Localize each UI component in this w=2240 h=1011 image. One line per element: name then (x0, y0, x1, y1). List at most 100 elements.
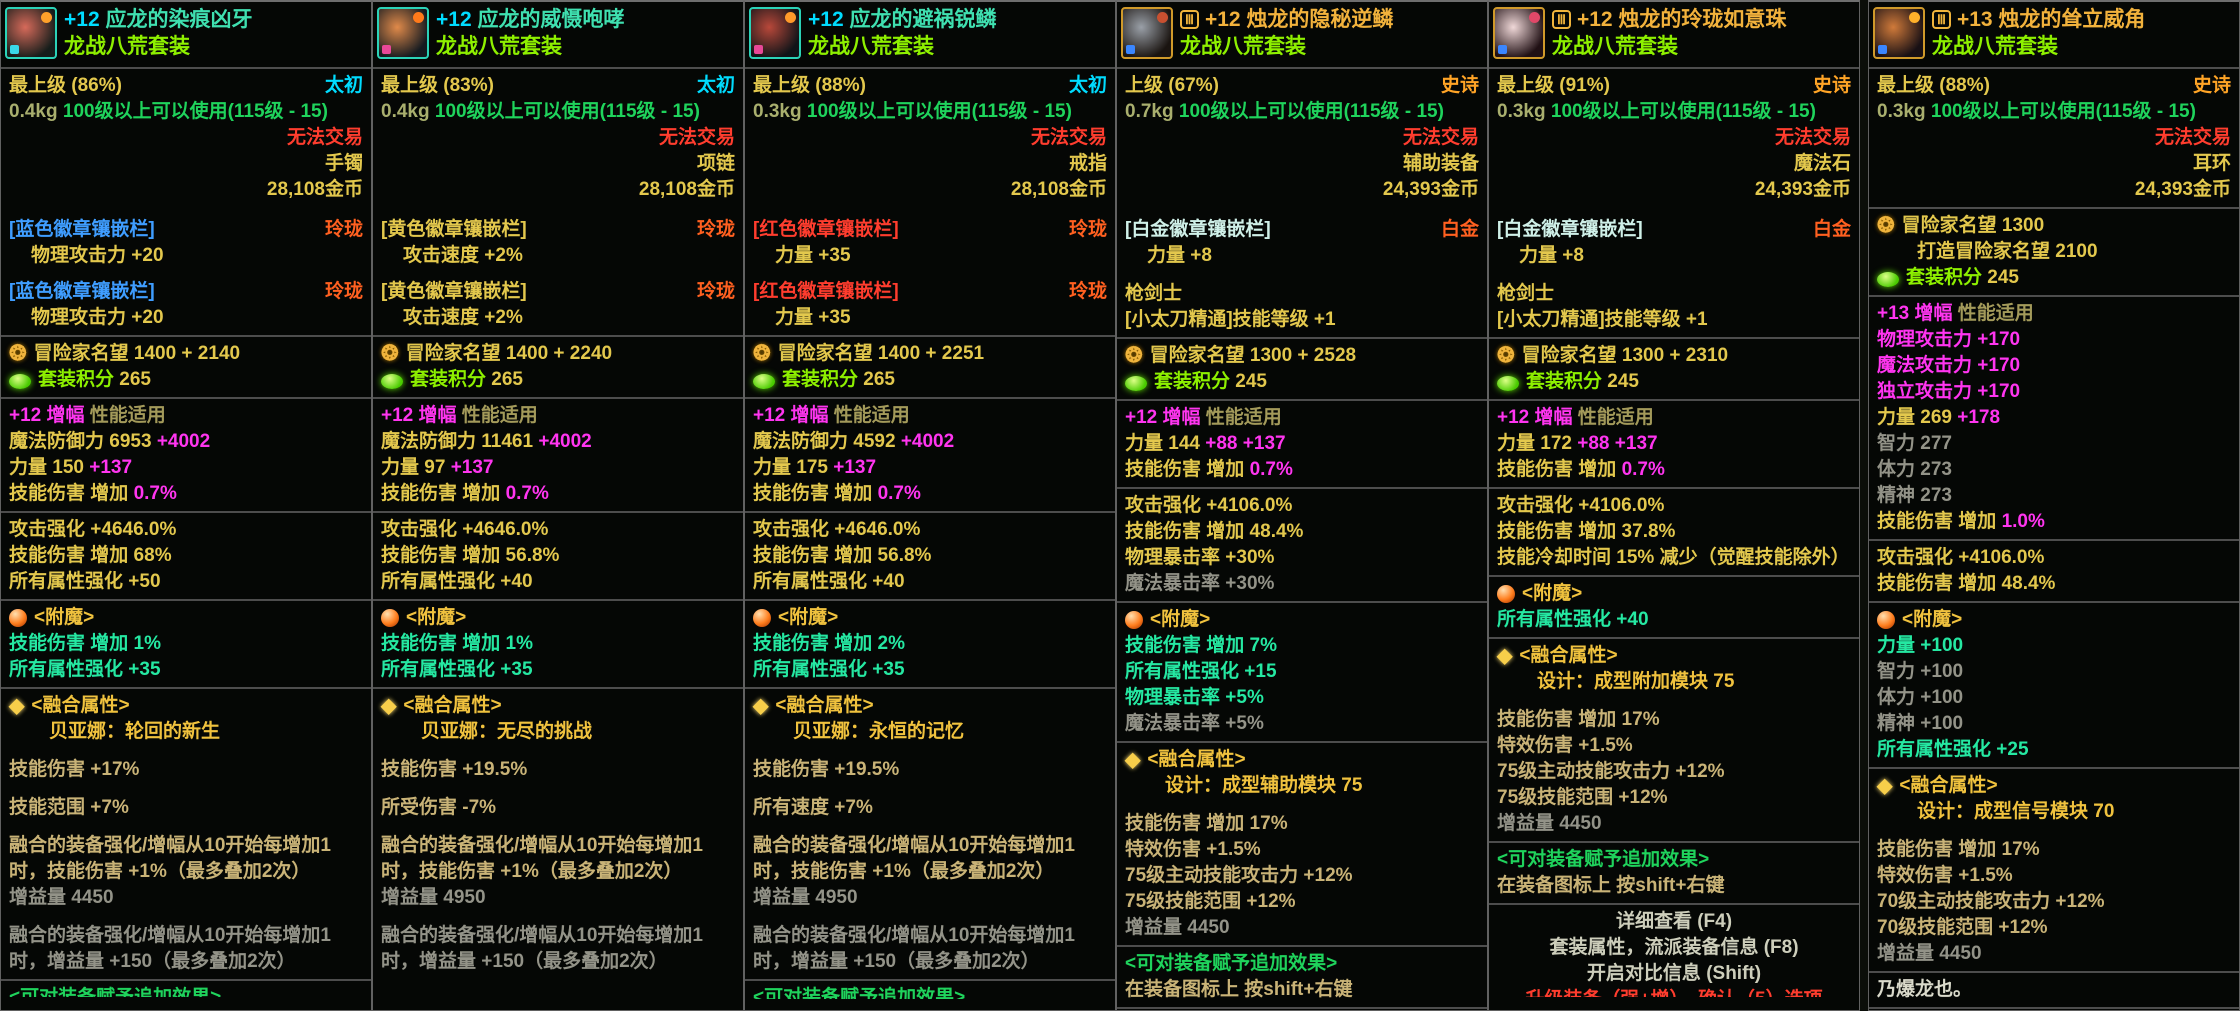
text-segment: 魔法暴击率 +30% (1125, 573, 1275, 594)
row-left: 增益量 4950 (753, 885, 858, 911)
item-tooltip-panel: Ⅲ +12 烛龙的隐秘逆鳞 龙战八荒套装 上级 (67%) 史诗 0.7kg 100级以上… (1116, 0, 1488, 1011)
text-segment: 攻击强化 +4106.0% (1125, 495, 1293, 516)
divider (1869, 601, 2239, 603)
row-left: 精神 273 (1877, 483, 1952, 509)
fame-icon: ❂ (9, 342, 27, 365)
row-left: <融合属性> (31, 693, 129, 719)
row-left: 魔法防御力 6953 +4002 (9, 429, 210, 455)
text-segment: 手镯 (324, 153, 363, 174)
grade-row: 最上级 (88%) 史诗 (1869, 73, 2239, 99)
stat-row: 所有速度 +7% (745, 795, 1115, 821)
stat-row: 技能伤害 增加 2% (745, 631, 1115, 657)
text-segment: 套装积分 (410, 369, 492, 390)
text-segment: 性能适用 (1577, 407, 1654, 428)
text-segment: 100级以上可以使用(115级 - 15) (1925, 101, 2196, 122)
divider (1489, 337, 1859, 339)
text-segment: 上级 (67%) (1125, 75, 1219, 96)
row-left: 70级技能范围 +12% (1877, 915, 2048, 941)
stat-row: 增益量 4450 (1, 885, 371, 911)
amplify-row: +12 增幅 性能适用 (1117, 405, 1487, 431)
text-segment: 技能伤害 增加 48.4% (1125, 521, 1304, 542)
text-segment: 套装积分 (782, 369, 864, 390)
row-left: 魔法暴击率 +5% (1125, 711, 1264, 737)
row-left: 力量 +100 (1877, 633, 1963, 659)
spacer (1, 783, 371, 795)
text-segment: +12 增幅 (1497, 407, 1578, 428)
fusion-name: 设计：成型信号模块 70 (1869, 799, 2239, 825)
row-right: 白金 (1803, 217, 1851, 243)
spacer (1, 911, 371, 923)
row-left: 冒险家名望 1400 + 2140 (34, 341, 240, 367)
item-tooltip-panel: +12 应龙的染痕凶牙 龙战八荒套装 最上级 (86%) 太初 0.4kg 100级以上… (0, 0, 372, 1011)
divider (1117, 67, 1487, 69)
enhance-level: +12 (436, 8, 478, 31)
text-segment: 体力 273 (1877, 459, 1952, 480)
text-segment: 冒险家名望 1300 + 2310 (1521, 345, 1729, 366)
divider (745, 599, 1115, 601)
row-left: <附魔> (406, 605, 466, 631)
row-left: 冒险家名望 1300 + 2528 (1150, 343, 1356, 369)
text-segment: 融合的装备强化/增幅从10开始每增加1时，增益量 +150（最多叠加2次） (9, 925, 331, 972)
stat-row: 75级主动技能攻击力 +12% (1117, 863, 1487, 889)
row-left: 所有属性强化 +40 (381, 569, 533, 595)
text-segment: 性能适用 (461, 405, 538, 426)
row-right: 太初 (1059, 73, 1107, 99)
badge-slot: [黄色徽章镶嵌栏] 玲珑 (373, 279, 743, 305)
text-segment: +4002 (538, 431, 592, 452)
text-segment: 耳环 (2192, 153, 2231, 174)
divider (1869, 207, 2239, 209)
text-segment: 攻击强化 +4106.0% (1497, 495, 1665, 516)
divider (1869, 539, 2239, 541)
text-segment: 特效伤害 +1.5% (1497, 735, 1633, 756)
text-segment: 性能适用 (89, 405, 166, 426)
grade-row: 最上级 (88%) 太初 (745, 73, 1115, 99)
row-right: 玲珑 (315, 279, 363, 305)
item-type: 项链 (373, 151, 743, 177)
row-left: 技能伤害 增加 0.7% (9, 481, 177, 507)
stat-row: 增益量 4450 (1117, 915, 1487, 941)
row-left: 技能伤害 增加 1% (9, 631, 161, 657)
text-segment: 物理暴击率 +5% (1125, 687, 1264, 708)
row-right: 史诗 (2183, 73, 2231, 99)
refine-stage-icon: Ⅲ (1552, 10, 1571, 29)
row-left: 打造冒险家名望 2100 (1877, 239, 2098, 265)
grade-row: 最上级 (86%) 太初 (1, 73, 371, 99)
fusion-desc: 融合的装备强化/增幅从10开始每增加1时，增益量 +150（最多叠加2次） (1, 923, 371, 975)
text-segment: 攻击强化 +4646.0% (753, 519, 921, 540)
row-left: <可对装备赋予追加效果> (753, 985, 965, 999)
text-segment: 套装积分 (1526, 371, 1608, 392)
tooltip-header: Ⅲ +12 烛龙的隐秘逆鳞 龙战八荒套装 (1117, 2, 1487, 63)
text-segment: 最上级 (91%) (1497, 75, 1610, 96)
row-left: 所受伤害 -7% (381, 795, 496, 821)
enhance-level: +13 (1956, 8, 1999, 31)
text-segment: 魔法防御力 11461 (381, 431, 539, 452)
text-segment: 枪剑士 (1497, 283, 1555, 304)
fusion-header: ◆ <融合属性> (373, 693, 743, 719)
text-segment: 增益量 4450 (9, 887, 114, 908)
row-left: 所有属性强化 +40 (1497, 607, 1649, 633)
stat-row: 特效伤害 +1.5% (1869, 863, 2239, 889)
stat-row: 力量 269 +178 (1869, 405, 2239, 431)
text-segment: 打造冒险家名望 2100 (1917, 241, 2098, 262)
text-segment: 最上级 (88%) (753, 75, 866, 96)
row-right: 28,108金币 (1001, 177, 1107, 203)
text-segment: 枪剑士 (1125, 283, 1183, 304)
text-segment: 智力 +100 (1877, 661, 1964, 682)
fusion-name: 设计：成型附加模块 75 (1489, 669, 1859, 695)
row-left: <附魔> (34, 605, 94, 631)
set-points-icon (1497, 376, 1519, 391)
text-segment: 75级主动技能攻击力 +12% (1497, 761, 1725, 782)
divider (1489, 487, 1859, 489)
text-segment: 力量 150 (9, 457, 90, 478)
row-left: +12 增幅 性能适用 (381, 403, 538, 429)
text-segment: 0.3kg (753, 101, 802, 122)
fusion-header: ◆ <融合属性> (1489, 643, 1859, 669)
text-segment: 70级主动技能攻击力 +12% (1877, 891, 2105, 912)
row-left: 攻击速度 +2% (381, 305, 523, 331)
stat-row: 独立攻击力 +170 (1869, 379, 2239, 405)
text-segment: 冒险家名望 1400 + 2240 (405, 343, 613, 364)
text-segment: 太初 (696, 75, 735, 96)
row-left: [红色徽章镶嵌栏] (753, 279, 899, 305)
row-left: 特效伤害 +1.5% (1877, 863, 2013, 889)
header-text: Ⅲ +13 烛龙的耸立威角 龙战八荒套装 (1932, 6, 2145, 60)
